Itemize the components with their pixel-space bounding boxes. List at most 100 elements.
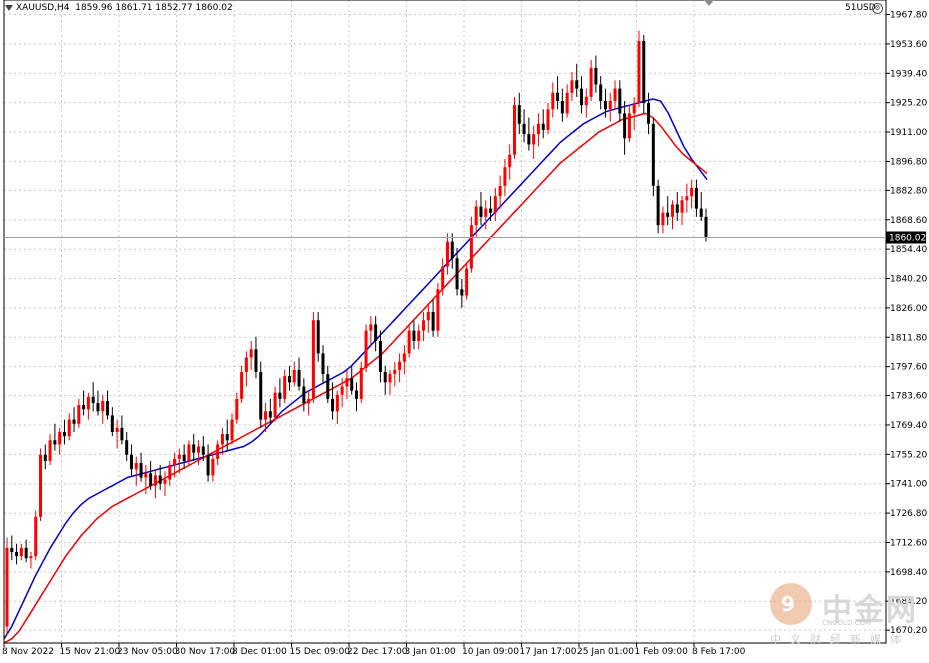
- plot-border: [3, 0, 887, 644]
- y-tick-label: 1726.80: [890, 509, 927, 519]
- y-tick-label: 1911.00: [890, 128, 927, 138]
- candle-body: [580, 88, 584, 106]
- candle-body: [287, 376, 291, 383]
- candle-body: [570, 80, 574, 93]
- candle-body: [335, 394, 339, 412]
- candle-body: [340, 386, 344, 395]
- candle-body: [517, 105, 521, 124]
- candle-body: [43, 454, 47, 461]
- candle-body: [651, 123, 655, 186]
- candle-body: [465, 268, 469, 296]
- candle-body: [556, 92, 560, 102]
- candle-body: [393, 369, 397, 375]
- x-tick-label: 8 Nov 2022: [2, 647, 54, 657]
- candle-body: [426, 312, 430, 321]
- candle-body: [551, 92, 555, 110]
- y-tick-label: 1953.60: [890, 40, 927, 50]
- y-tick-label: 1755.20: [890, 450, 927, 460]
- candle-body: [445, 241, 449, 267]
- candle-body: [623, 113, 627, 139]
- candle-body: [355, 390, 358, 399]
- x-tick-label: 15 Dec 09:00: [290, 647, 351, 657]
- moving-averages: [3, 98, 708, 644]
- candle-body: [402, 353, 406, 362]
- candle-body: [149, 473, 153, 486]
- candle-body: [378, 340, 382, 373]
- candle-body: [383, 372, 387, 383]
- ma-fast-line: [3, 98, 708, 640]
- candle-body: [297, 369, 301, 387]
- candle-body: [603, 101, 607, 110]
- y-tick-label: 1826.00: [890, 304, 927, 314]
- candle-body: [398, 361, 402, 370]
- chart-shift-marker-icon[interactable]: [704, 0, 714, 6]
- candle-body: [627, 113, 631, 139]
- candles: [5, 30, 708, 635]
- candle-body: [512, 105, 516, 155]
- watermark-subtitle: 中文财经新媒体: [770, 633, 910, 646]
- account-label: 51USD: [845, 3, 876, 13]
- candle-body: [254, 349, 258, 373]
- y-tick-label: 1868.60: [890, 216, 927, 226]
- y-tick-label: 1811.80: [890, 333, 927, 343]
- symbol-dropdown-icon[interactable]: [5, 4, 13, 11]
- candle-body: [273, 392, 277, 418]
- candle-body: [72, 419, 76, 424]
- candle-body: [115, 427, 119, 432]
- candle-body: [694, 187, 698, 209]
- candle-body: [10, 547, 14, 552]
- candle-body: [225, 434, 229, 441]
- candle-body: [474, 206, 478, 226]
- candle-body: [211, 458, 215, 476]
- candle-body: [637, 41, 641, 104]
- candle-body: [431, 312, 435, 331]
- y-tick-label: 1925.20: [890, 99, 927, 109]
- candle-body: [201, 446, 205, 455]
- candle-body: [469, 225, 473, 269]
- y-tick-label: 1670.20: [890, 626, 927, 636]
- candle-body: [197, 446, 201, 453]
- candle-body: [479, 206, 483, 217]
- ohlc-values: 1859.96 1861.71 1852.77 1860.02: [75, 3, 233, 13]
- candle-body: [436, 289, 440, 331]
- candle-body: [249, 349, 253, 358]
- candle-body: [139, 463, 143, 478]
- candle-body: [15, 551, 19, 557]
- y-tick-label: 1712.60: [890, 538, 927, 548]
- y-tick-label: 1840.20: [890, 275, 927, 285]
- candle-body: [675, 204, 679, 213]
- x-tick-label: 15 Nov 21:00: [60, 647, 121, 657]
- candle-body: [307, 398, 311, 404]
- current-price-tag: [886, 231, 926, 244]
- x-tick-label: 23 Nov 05:00: [117, 647, 178, 657]
- candle-body: [5, 547, 9, 627]
- candle-body: [503, 167, 507, 186]
- y-tick-label: 1741.00: [890, 480, 927, 490]
- candle-body: [62, 432, 66, 437]
- candle-body: [77, 405, 81, 424]
- candle-body: [173, 458, 177, 466]
- candle-body: [560, 101, 564, 114]
- watermark-logo-icon: 9: [770, 583, 812, 625]
- candle-body: [594, 67, 598, 85]
- candle-body: [647, 103, 651, 124]
- candle-body: [110, 415, 114, 432]
- candle-body: [192, 444, 196, 453]
- symbol-info: XAUUSD,H4 1859.96 1861.71 1852.77 1860.0…: [5, 3, 233, 13]
- account-settings-icon[interactable]: ⚙: [872, 3, 883, 14]
- candle-body: [584, 96, 588, 106]
- candle-body: [302, 386, 306, 404]
- candle-body: [244, 357, 248, 373]
- candle-body: [235, 398, 239, 420]
- candle-body: [230, 419, 234, 441]
- candle-body: [259, 372, 263, 420]
- symbol-name: XAUUSD,H4: [16, 3, 70, 13]
- candle-body: [493, 196, 497, 213]
- candle-body: [618, 88, 622, 114]
- candle-body: [441, 266, 445, 290]
- candle-body: [125, 440, 129, 455]
- x-tick-label: 25 Jan 01:00: [577, 647, 634, 657]
